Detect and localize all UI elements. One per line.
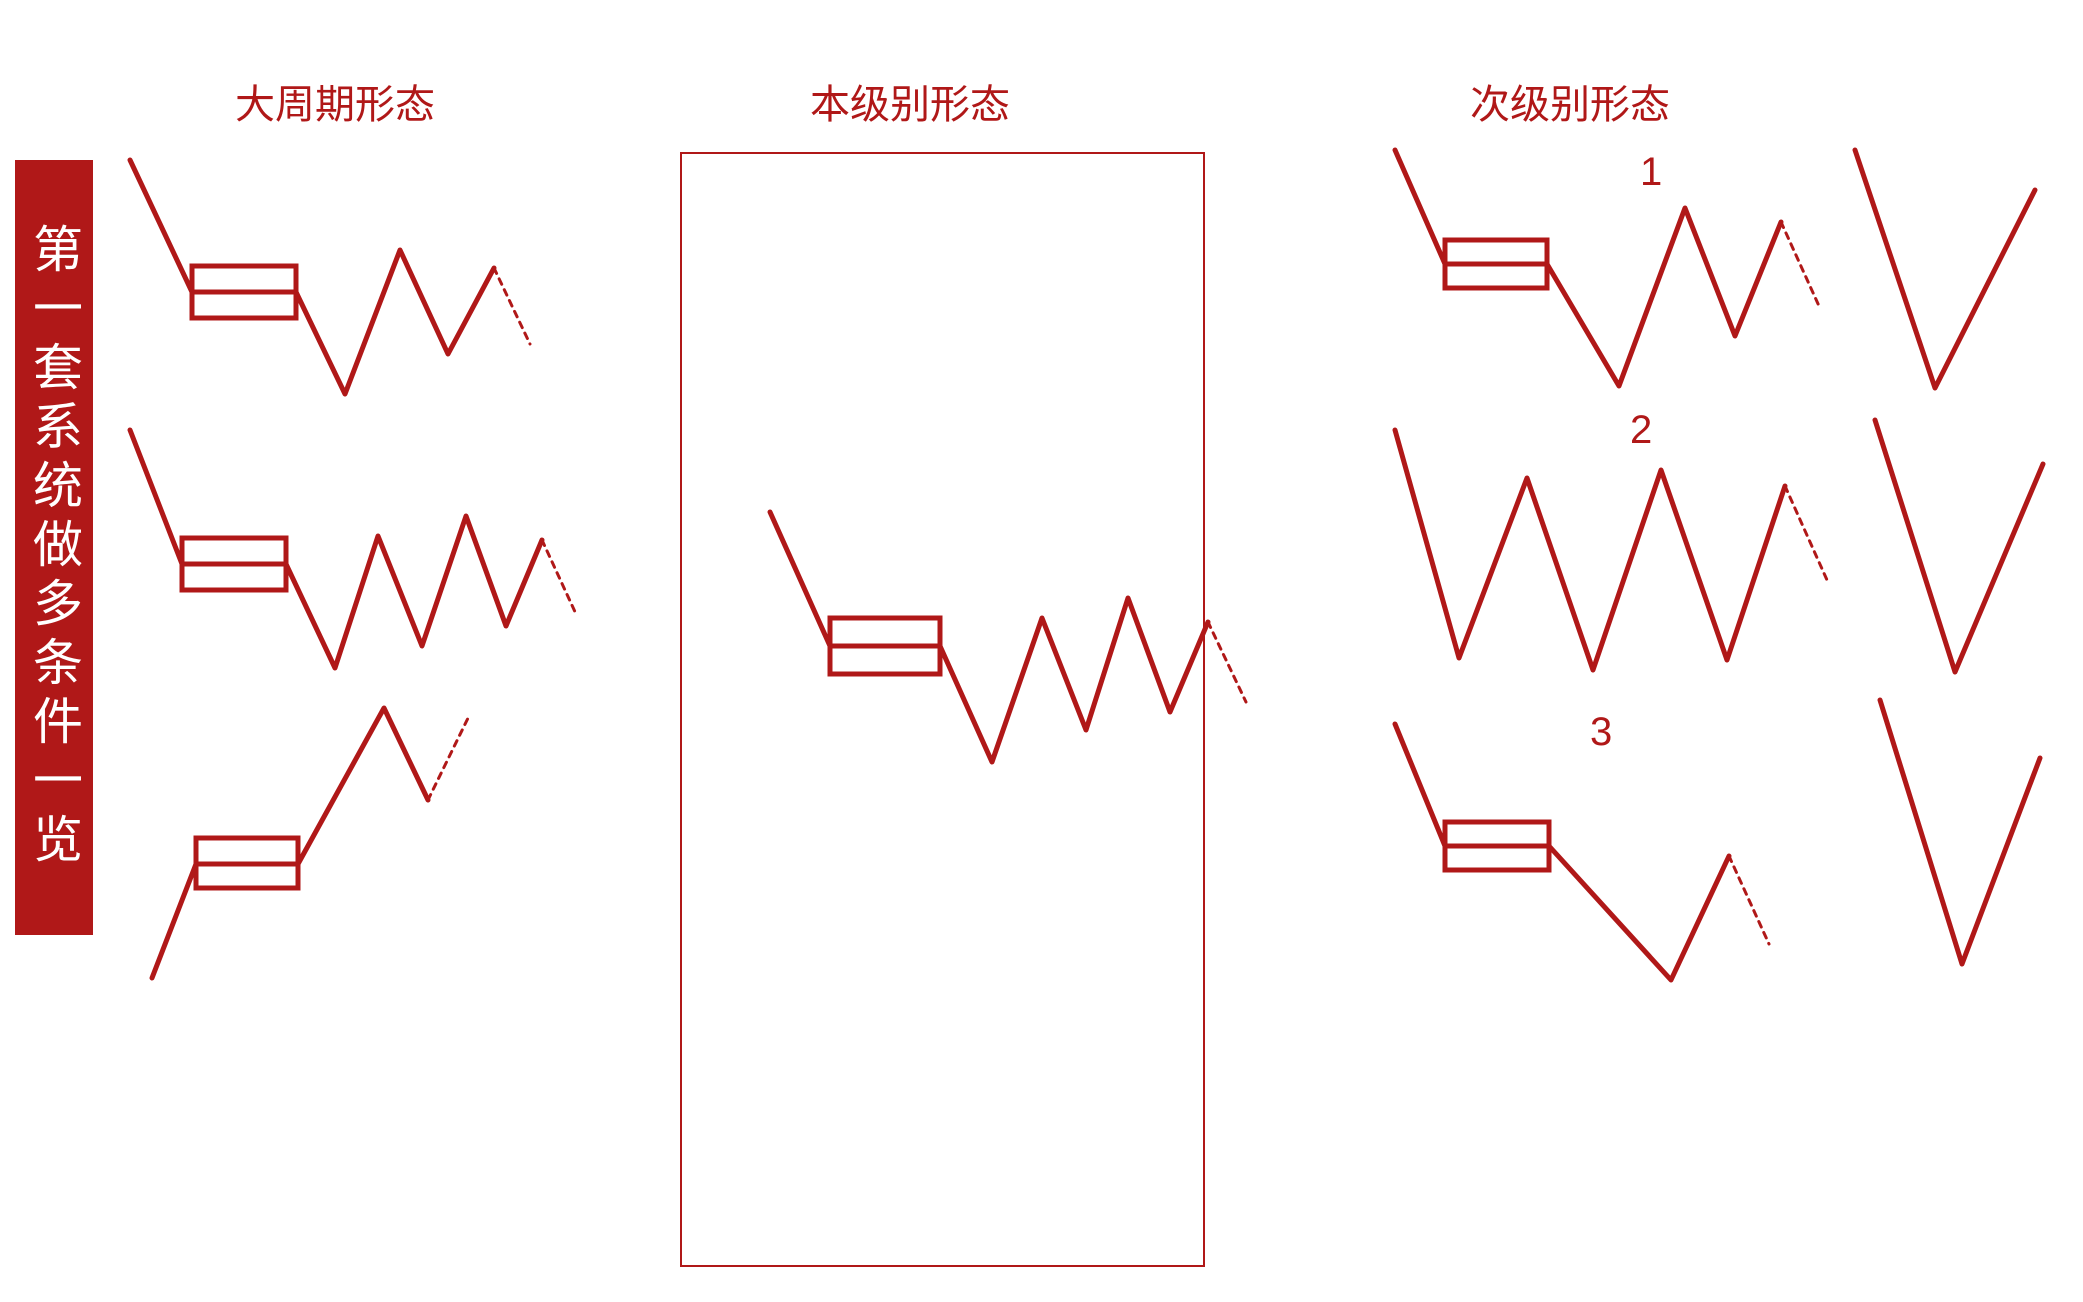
column-header-1: 大周期形态 bbox=[235, 72, 435, 130]
sidebar-title: 第一套系统做多条件一览 bbox=[15, 160, 93, 935]
sidebar-title-text: 第一套系统做多条件一览 bbox=[18, 223, 90, 872]
column-header-2: 本级别形态 bbox=[810, 72, 1010, 130]
pattern-col3-b bbox=[1395, 430, 1795, 670]
column-header-3: 次级别形态 bbox=[1470, 72, 1670, 130]
pattern-col1-c bbox=[152, 720, 472, 980]
pattern-right-c bbox=[1880, 700, 2080, 980]
pattern-right-a bbox=[1855, 150, 2075, 390]
pattern-center bbox=[770, 512, 1200, 792]
pattern-col3-c bbox=[1395, 724, 1775, 984]
pattern-col3-a bbox=[1395, 150, 1795, 390]
pattern-col1-a bbox=[130, 160, 510, 400]
pattern-right-b bbox=[1875, 420, 2075, 680]
pattern-col1-b bbox=[130, 430, 520, 680]
